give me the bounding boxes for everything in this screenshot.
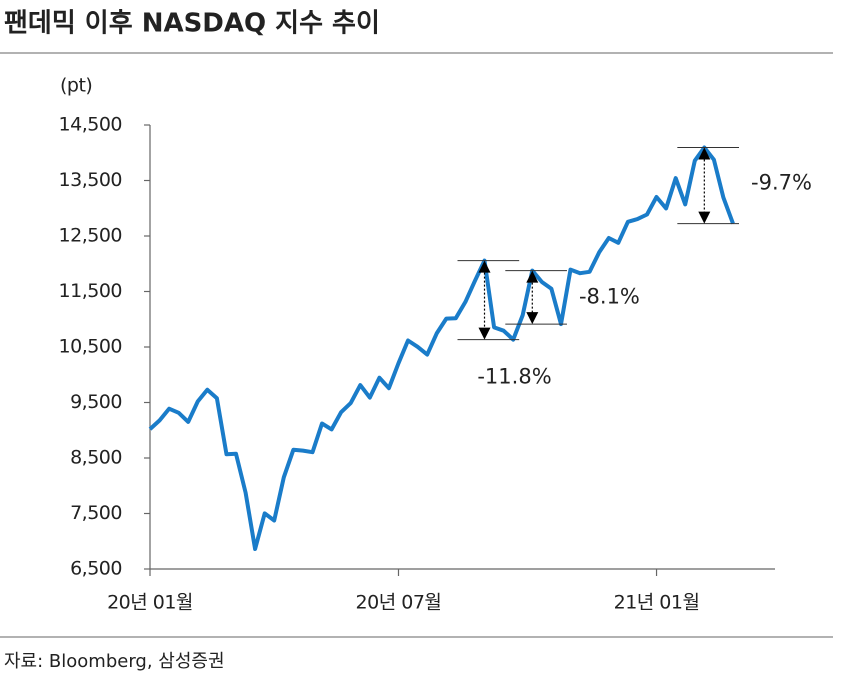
arrow-head	[698, 211, 711, 224]
y-axis-label: (pt)	[60, 75, 92, 97]
arrow-head	[478, 327, 491, 340]
y-tick-label: 8,500	[70, 447, 122, 469]
y-tick-label: 6,500	[70, 558, 122, 580]
arrow-head	[698, 147, 711, 160]
x-tick-label: 20년 07월	[356, 592, 442, 614]
y-tick-label: 13,500	[59, 169, 122, 191]
x-tick-label: 20년 01월	[107, 592, 193, 614]
y-tick-label: 12,500	[59, 225, 122, 247]
y-tick-label: 10,500	[59, 336, 122, 358]
chart-title: 팬데믹 이후 NASDAQ 지수 추이	[4, 9, 380, 39]
y-tick-label: 9,500	[70, 391, 122, 413]
source-note: 자료: Bloomberg, 삼성증권	[4, 651, 225, 672]
drawdown-label: -8.1%	[579, 284, 640, 308]
y-tick-label: 14,500	[59, 114, 122, 136]
index-line	[148, 145, 735, 551]
arrow-head	[526, 312, 539, 325]
y-tick-label: 7,500	[70, 502, 122, 524]
drawdown-label: -9.7%	[751, 171, 812, 195]
y-tick-label: 11,500	[59, 280, 122, 302]
arrow-head	[526, 270, 539, 283]
drawdown-label: -11.8%	[477, 365, 551, 389]
x-tick-label: 21년 01월	[614, 592, 700, 614]
arrow-head	[478, 260, 491, 273]
